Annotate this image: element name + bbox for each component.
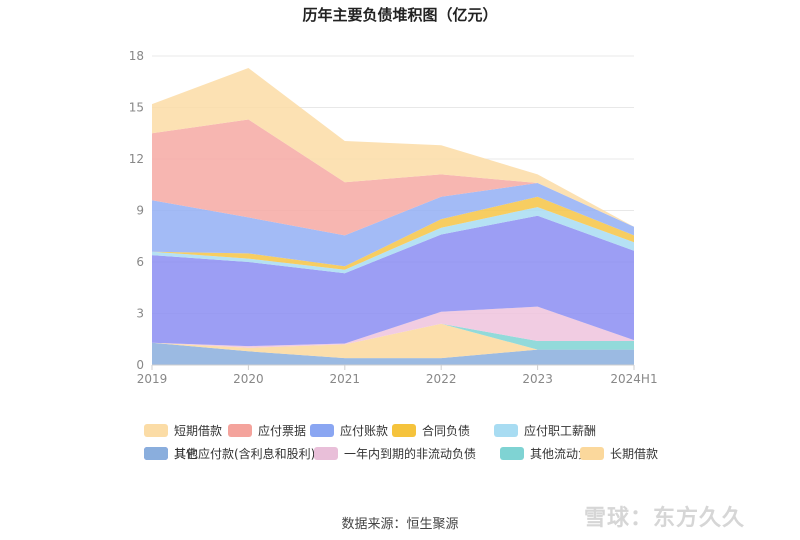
legend-swatch <box>144 424 168 437</box>
legend-label: 应付职工薪酬 <box>524 424 597 438</box>
watermark: 雪球：东方久久 <box>584 506 746 531</box>
legend-item[interactable]: 短期借款 <box>144 422 222 439</box>
area-series <box>152 68 634 227</box>
legend-swatch <box>310 424 334 437</box>
y-tick-label: 15 <box>129 101 144 115</box>
area-series <box>152 323 634 350</box>
legend-swatch <box>494 424 518 437</box>
legend-item[interactable]: 合同负债 <box>392 422 470 439</box>
legend-item[interactable]: 一年内到期的非流动负债 <box>314 445 476 462</box>
area-series <box>152 306 634 348</box>
legend-item[interactable]: 应付职工薪酬 <box>494 422 596 439</box>
legend-swatch <box>144 447 168 460</box>
legend-label: 其他应付款(含利息和股利) <box>174 447 316 461</box>
x-tick-label: 2020 <box>233 372 264 386</box>
area-series <box>152 323 634 359</box>
y-tick-label: 6 <box>136 255 144 269</box>
legend-swatch <box>228 424 252 437</box>
legend-swatch <box>392 424 416 437</box>
legend-label: 长期借款 <box>610 447 659 461</box>
legend-label: 应付票据 <box>258 424 307 438</box>
y-tick-label: 3 <box>136 307 144 321</box>
legend-label: 合同负债 <box>422 424 471 438</box>
area-series <box>152 183 634 267</box>
legend-item[interactable]: 应付票据 <box>228 422 306 439</box>
stacked-area-chart: 0 3 6 9 12 15 18 2019 2020 2021 2022 2023 2024H1 <box>129 49 658 386</box>
legend-label: 短期借款 <box>174 424 223 438</box>
chart-title: 历年主要负债堆积图（亿元） <box>302 6 498 24</box>
legend-item[interactable]: 其它 <box>144 445 198 462</box>
area-series <box>152 342 634 365</box>
x-tick-label: 2022 <box>426 372 457 386</box>
legend-label: 其它 <box>174 447 199 461</box>
y-tick-label: 9 <box>136 204 144 218</box>
legend-item[interactable]: 应付账款 <box>310 422 388 439</box>
x-tick-label: 2024H1 <box>610 372 657 386</box>
y-tick-label: 0 <box>136 358 144 372</box>
y-tick-label: 12 <box>129 152 144 166</box>
area-series <box>152 119 634 236</box>
area-series <box>152 215 634 347</box>
data-source-note: 数据来源：恒生聚源 <box>341 517 459 532</box>
legend-item[interactable]: 长期借款 <box>580 445 658 462</box>
legend-label: 一年内到期的非流动负债 <box>344 447 477 461</box>
y-tick-label: 18 <box>129 49 144 63</box>
legend-swatch <box>580 447 604 460</box>
x-tick-label: 2023 <box>522 372 553 386</box>
legend-swatch <box>500 447 524 460</box>
x-tick-label: 2019 <box>137 372 168 386</box>
legend-swatch <box>314 447 338 460</box>
legend-label: 应付账款 <box>340 424 389 438</box>
x-tick-label: 2021 <box>330 372 361 386</box>
